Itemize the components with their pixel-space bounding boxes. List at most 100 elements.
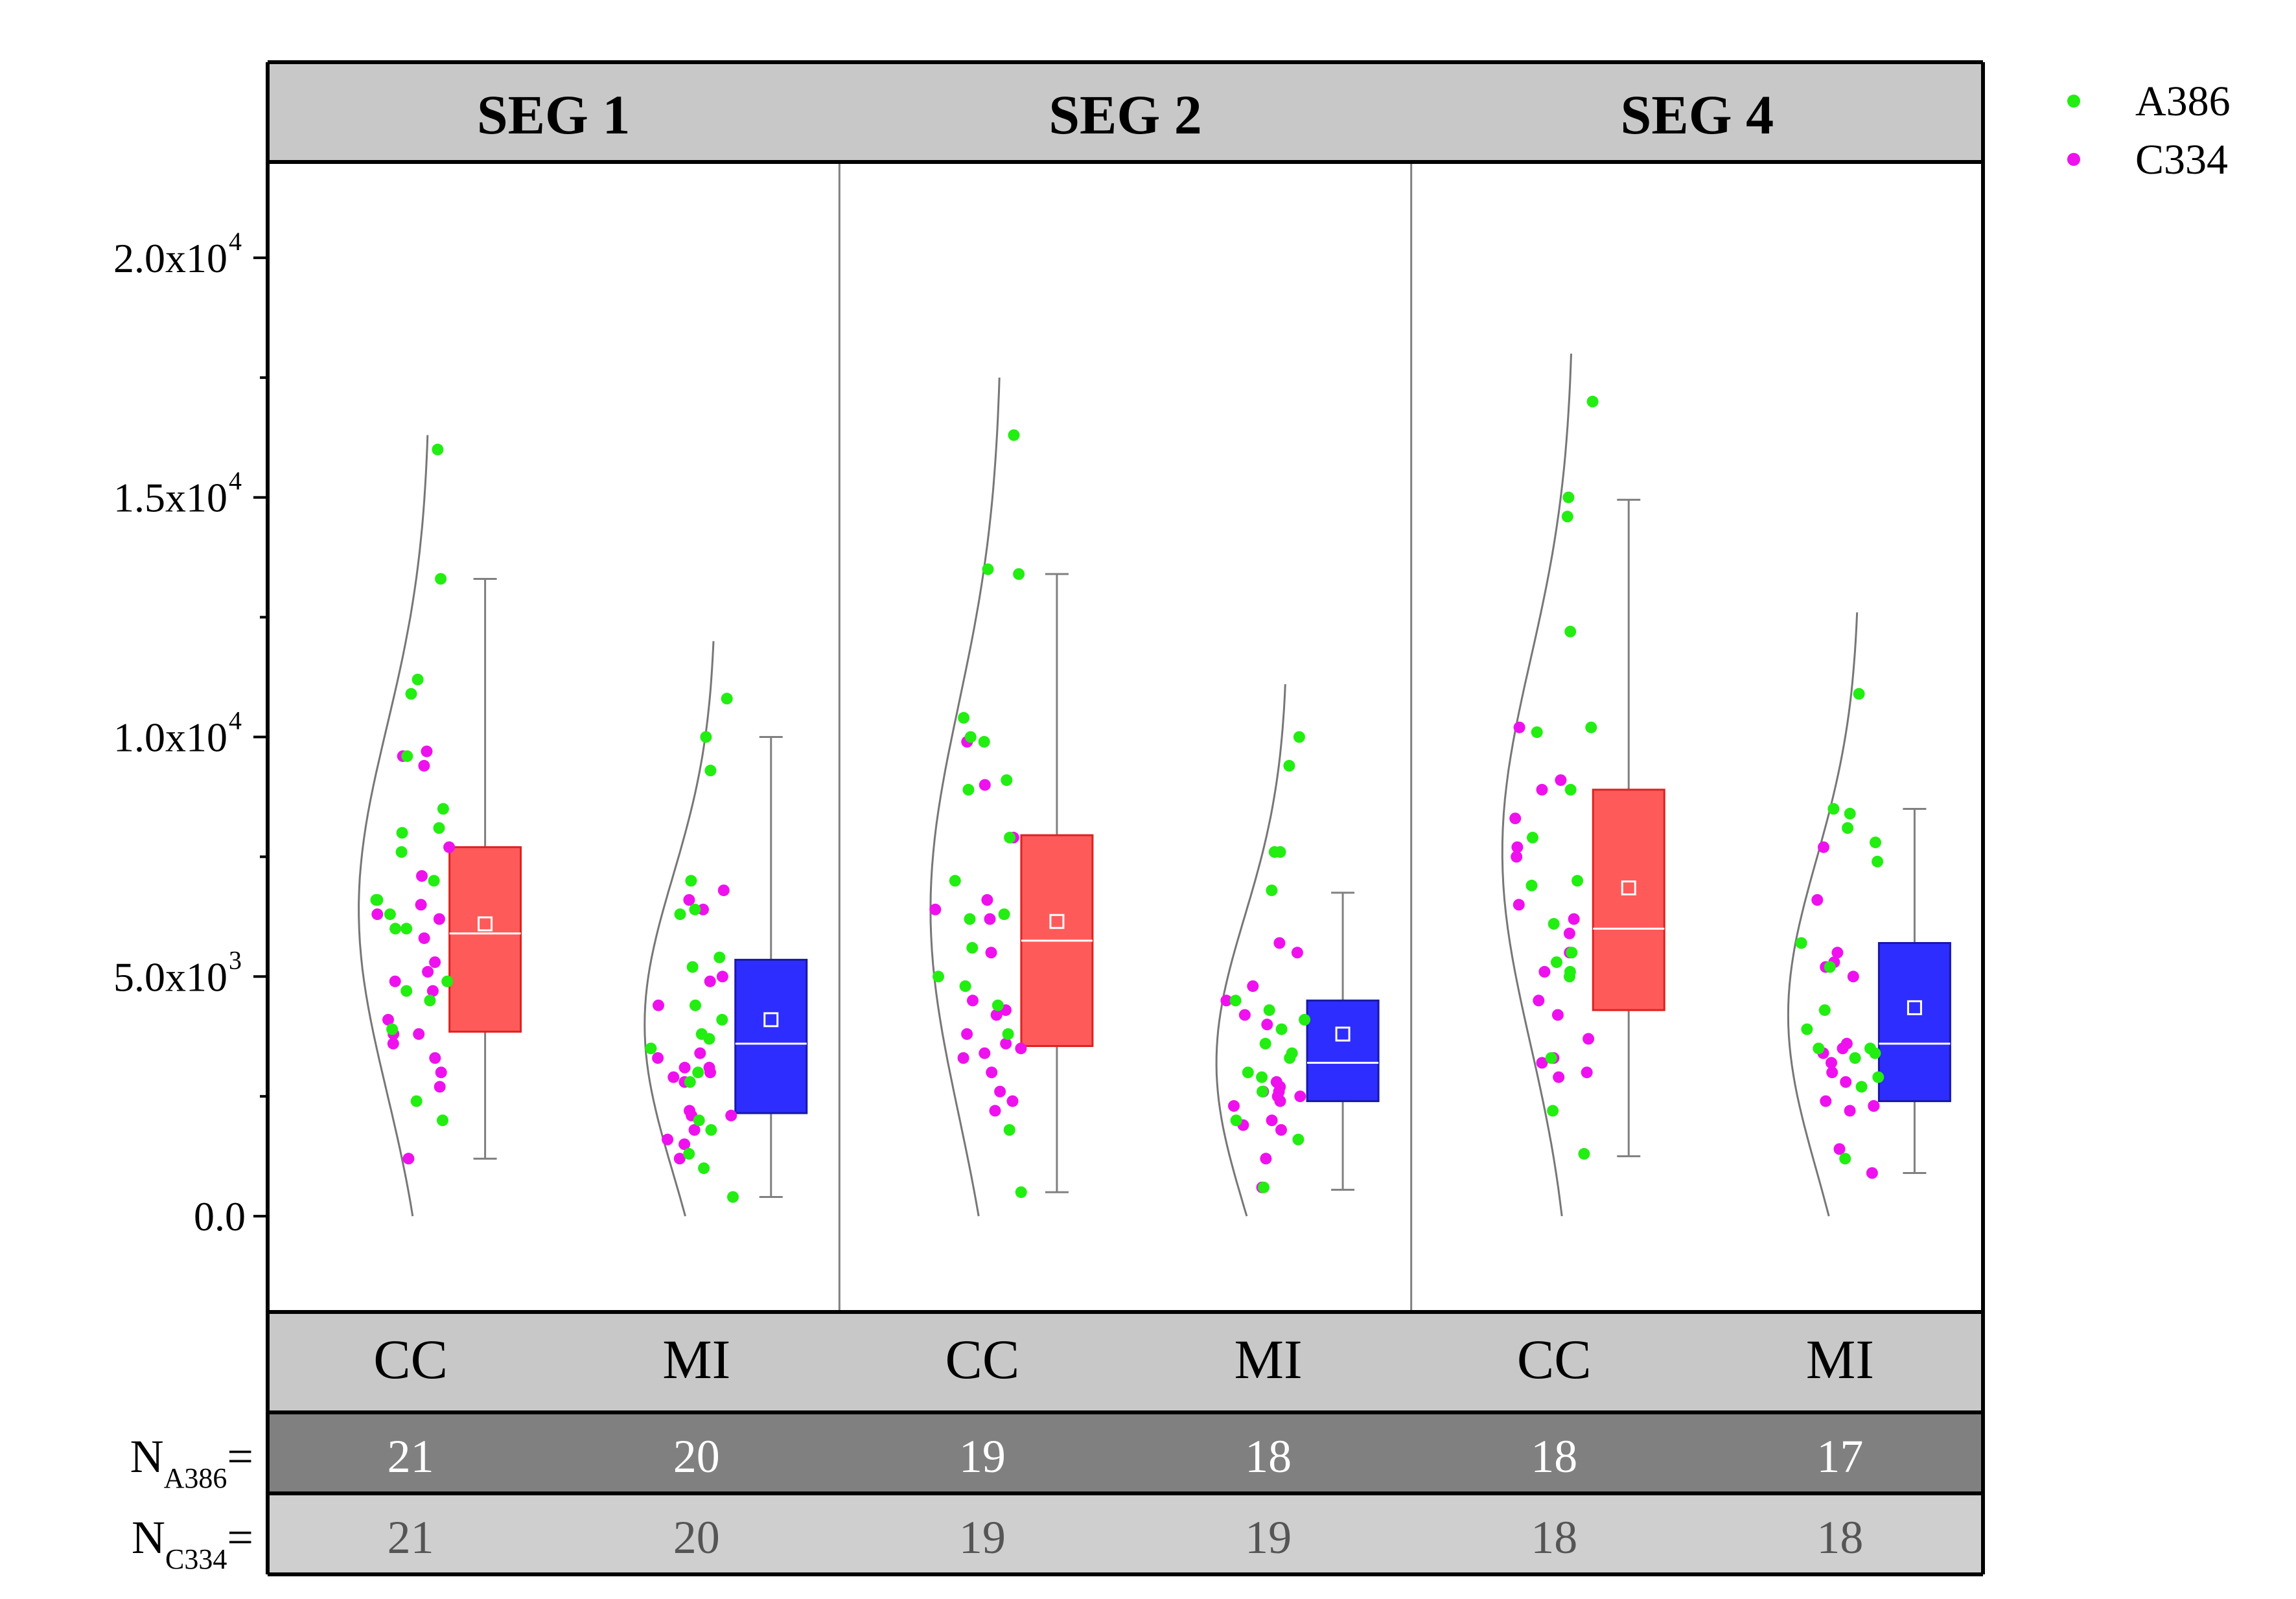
count-a386: 18 — [1531, 1431, 1577, 1482]
point-c334 — [1826, 1057, 1837, 1069]
point-c334 — [1826, 1066, 1838, 1079]
point-c334 — [1581, 1066, 1593, 1079]
box-iqr — [734, 958, 808, 1114]
point-c334 — [434, 1081, 446, 1093]
point-a386 — [978, 735, 990, 748]
count-row-c334-band — [268, 1493, 1983, 1574]
point-a386 — [1844, 807, 1856, 820]
y-tick-label: 1.5x10 — [113, 475, 227, 521]
point-c334 — [421, 745, 433, 757]
point-a386 — [1872, 855, 1884, 868]
point-a386 — [1551, 956, 1562, 969]
point-c334 — [1847, 971, 1859, 983]
point-c334 — [1538, 965, 1551, 978]
point-a386 — [949, 875, 961, 887]
point-c334 — [957, 1052, 969, 1064]
category-label: MI — [1235, 1328, 1303, 1390]
point-c334 — [967, 995, 979, 1007]
point-a386 — [1525, 879, 1538, 892]
point-a386 — [1561, 511, 1573, 523]
point-c334 — [371, 908, 384, 921]
panel-title: SEG 2 — [1049, 84, 1202, 146]
point-c334 — [979, 779, 991, 791]
point-c334 — [429, 956, 441, 969]
point-a386 — [1275, 1023, 1288, 1035]
mean-marker — [763, 1012, 779, 1028]
point-c334 — [1811, 894, 1824, 906]
category-band — [268, 1312, 1983, 1412]
point-a386 — [700, 731, 712, 743]
point-a386 — [1242, 1066, 1254, 1079]
point-a386 — [703, 1033, 715, 1045]
point-a386 — [424, 995, 436, 1007]
point-c334 — [1568, 913, 1580, 925]
point-a386 — [1795, 937, 1807, 949]
category-label: MI — [662, 1328, 730, 1390]
point-a386 — [1827, 803, 1840, 815]
point-c334 — [697, 903, 709, 915]
point-a386 — [1527, 831, 1538, 844]
point-c334 — [990, 1009, 1003, 1021]
point-c334 — [994, 1085, 1006, 1098]
category-label: CC — [945, 1328, 1020, 1390]
point-a386 — [998, 908, 1010, 921]
point-a386 — [933, 971, 944, 983]
point-a386 — [1562, 491, 1575, 503]
point-c334 — [725, 1109, 737, 1122]
point-a386 — [698, 1162, 710, 1175]
point-c334 — [652, 1052, 664, 1064]
point-c334 — [426, 985, 439, 997]
point-c334 — [1513, 899, 1525, 911]
point-c334 — [415, 899, 427, 911]
point-c334 — [704, 975, 716, 987]
count-c334: 21 — [388, 1512, 434, 1563]
point-a386 — [1585, 721, 1597, 733]
point-c334 — [1820, 1095, 1832, 1107]
point-a386 — [386, 1023, 399, 1035]
point-a386 — [674, 908, 686, 921]
point-a386 — [1813, 1042, 1825, 1055]
point-c334 — [1294, 1090, 1306, 1103]
point-a386 — [721, 693, 733, 705]
point-c334 — [1551, 1009, 1564, 1021]
point-a386 — [966, 941, 979, 954]
point-a386 — [1824, 961, 1836, 973]
point-c334 — [1866, 1167, 1878, 1179]
point-a386 — [428, 875, 440, 887]
legend-label: A386 — [2135, 78, 2231, 125]
point-c334 — [1006, 1095, 1019, 1107]
point-a386 — [964, 913, 976, 925]
mean-marker — [1907, 1000, 1922, 1015]
point-c334 — [387, 1037, 399, 1050]
point-a386 — [1015, 1186, 1027, 1199]
point-c334 — [1536, 1057, 1548, 1069]
distribution-curve — [1501, 353, 1572, 1217]
point-a386 — [689, 903, 701, 915]
point-a386 — [1013, 568, 1025, 580]
point-a386 — [1256, 1071, 1268, 1083]
point-c334 — [694, 1047, 706, 1059]
point-a386 — [1547, 1105, 1559, 1117]
legend-marker-a386 — [2067, 95, 2080, 108]
point-a386 — [1849, 1052, 1861, 1064]
point-c334 — [673, 1153, 686, 1165]
point-a386 — [1292, 1133, 1305, 1145]
point-c334 — [678, 1061, 691, 1074]
point-c334 — [1238, 1009, 1251, 1021]
point-a386 — [435, 573, 447, 585]
point-a386 — [1283, 759, 1295, 772]
mean-marker — [478, 916, 493, 932]
point-c334 — [1563, 927, 1575, 939]
mean-marker — [1049, 914, 1065, 929]
point-c334 — [1536, 783, 1548, 796]
point-a386 — [384, 908, 396, 921]
point-c334 — [1833, 1143, 1846, 1155]
y-tick-label: 2.0x10 — [113, 235, 227, 281]
point-c334 — [979, 1047, 991, 1059]
point-a386 — [1872, 1071, 1884, 1083]
point-c334 — [1291, 947, 1303, 959]
box-iqr — [1877, 942, 1951, 1103]
point-a386 — [705, 1124, 717, 1136]
